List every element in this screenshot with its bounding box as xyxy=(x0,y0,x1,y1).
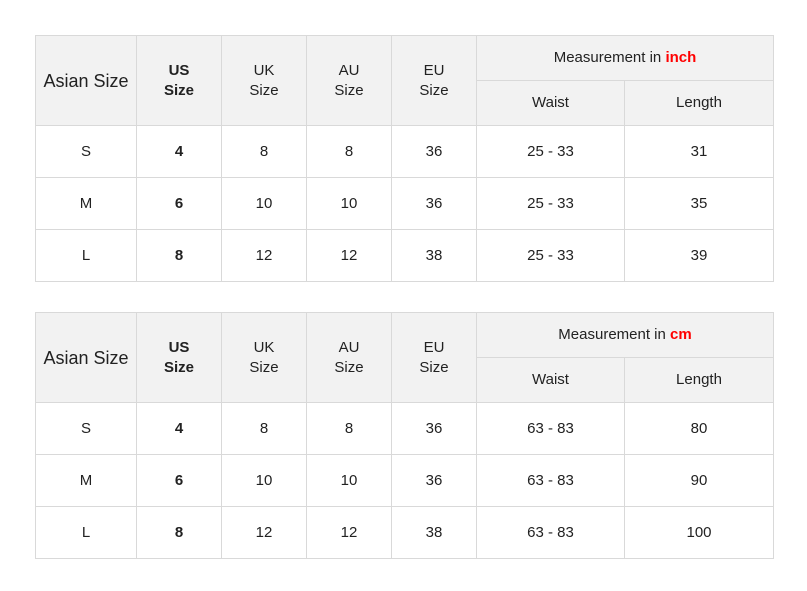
size-chart-table-cm: Asian Size US Size UK Size AU Size EU Size Measur… xyxy=(35,312,774,559)
header-us: US Size xyxy=(136,312,222,403)
header-us: US Size xyxy=(136,35,222,126)
cell-waist: 25 - 33 xyxy=(476,125,625,178)
cell-length: 39 xyxy=(624,229,774,282)
measurement-unit: inch xyxy=(665,49,697,66)
header-au-line1: AU xyxy=(338,338,360,356)
cell-asian: M xyxy=(35,177,137,230)
cell-waist: 63 - 83 xyxy=(476,506,625,559)
cell-length: 80 xyxy=(624,402,774,455)
header-eu-line2: Size xyxy=(419,358,449,376)
cell-asian: L xyxy=(35,229,137,282)
header-eu-line1: EU xyxy=(423,338,445,356)
cell-au: 12 xyxy=(306,506,392,559)
table-row: L 8 12 12 38 63 - 83 100 xyxy=(35,506,774,559)
cell-us: 4 xyxy=(136,125,222,178)
cell-eu: 36 xyxy=(391,454,477,507)
cell-length: 100 xyxy=(624,506,774,559)
cell-eu: 36 xyxy=(391,177,477,230)
cell-uk: 10 xyxy=(221,177,307,230)
header-eu: EU Size xyxy=(391,35,477,126)
cell-au: 10 xyxy=(306,177,392,230)
cell-uk: 12 xyxy=(221,229,307,282)
header-uk-line2: Size xyxy=(249,358,279,376)
cell-uk: 12 xyxy=(221,506,307,559)
measurement-unit: cm xyxy=(670,326,692,343)
cell-asian: L xyxy=(35,506,137,559)
cell-eu: 38 xyxy=(391,229,477,282)
cell-asian: S xyxy=(35,402,137,455)
header-au-line2: Size xyxy=(334,81,364,99)
cell-length: 35 xyxy=(624,177,774,230)
header-au: AU Size xyxy=(306,35,392,126)
cell-au: 8 xyxy=(306,402,392,455)
header-us-line2: Size xyxy=(163,81,194,99)
header-asian-size: Asian Size xyxy=(35,312,137,403)
header-measurement: Measurement in inch xyxy=(476,35,774,81)
header-au-line2: Size xyxy=(334,358,364,376)
cell-waist: 25 - 33 xyxy=(476,177,625,230)
cell-us: 8 xyxy=(136,229,222,282)
cell-waist: 25 - 33 xyxy=(476,229,625,282)
cell-us: 6 xyxy=(136,454,222,507)
header-us-line1: US xyxy=(168,338,190,356)
cell-length: 90 xyxy=(624,454,774,507)
table-row: S 4 8 8 36 25 - 33 31 xyxy=(35,125,774,178)
cell-us: 8 xyxy=(136,506,222,559)
table-row: M 6 10 10 36 63 - 83 90 xyxy=(35,454,774,507)
cell-waist: 63 - 83 xyxy=(476,402,625,455)
header-au-line1: AU xyxy=(338,61,360,79)
header-uk-line2: Size xyxy=(249,81,279,99)
cell-waist: 63 - 83 xyxy=(476,454,625,507)
cell-asian: M xyxy=(35,454,137,507)
header-waist: Waist xyxy=(476,80,625,126)
cell-length: 31 xyxy=(624,125,774,178)
measurement-label: Measurement in xyxy=(558,326,671,343)
cell-au: 8 xyxy=(306,125,392,178)
header-uk: UK Size xyxy=(221,35,307,126)
header-length: Length xyxy=(624,80,774,126)
header-uk-line1: UK xyxy=(253,61,275,79)
table-row: L 8 12 12 38 25 - 33 39 xyxy=(35,229,774,282)
cell-uk: 10 xyxy=(221,454,307,507)
cell-au: 12 xyxy=(306,229,392,282)
header-au: AU Size xyxy=(306,312,392,403)
table-row: S 4 8 8 36 63 - 83 80 xyxy=(35,402,774,455)
cell-eu: 38 xyxy=(391,506,477,559)
header-uk-line1: UK xyxy=(253,338,275,356)
cell-us: 4 xyxy=(136,402,222,455)
header-us-line2: Size xyxy=(163,358,194,376)
header-uk: UK Size xyxy=(221,312,307,403)
header-measurement: Measurement in cm xyxy=(476,312,774,358)
header-length: Length xyxy=(624,357,774,403)
header-eu-line2: Size xyxy=(419,81,449,99)
table-row: M 6 10 10 36 25 - 33 35 xyxy=(35,177,774,230)
cell-us: 6 xyxy=(136,177,222,230)
header-asian-size: Asian Size xyxy=(35,35,137,126)
cell-asian: S xyxy=(35,125,137,178)
header-waist: Waist xyxy=(476,357,625,403)
cell-eu: 36 xyxy=(391,125,477,178)
header-eu: EU Size xyxy=(391,312,477,403)
cell-eu: 36 xyxy=(391,402,477,455)
size-chart-table-inch: Asian Size US Size UK Size AU Size EU Size Measur… xyxy=(35,35,774,282)
cell-uk: 8 xyxy=(221,125,307,178)
cell-au: 10 xyxy=(306,454,392,507)
cell-uk: 8 xyxy=(221,402,307,455)
header-us-line1: US xyxy=(168,61,190,79)
header-eu-line1: EU xyxy=(423,61,445,79)
measurement-label: Measurement in xyxy=(553,49,666,66)
